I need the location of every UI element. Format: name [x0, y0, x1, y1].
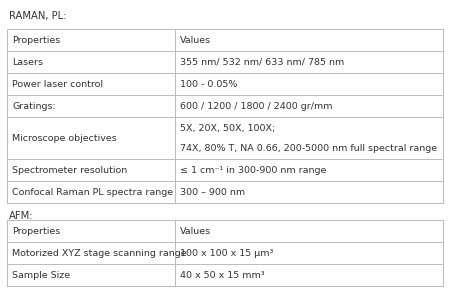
Text: 100 - 0.05%: 100 - 0.05%: [180, 80, 238, 89]
Text: 5X, 20X, 50X, 100X;: 5X, 20X, 50X, 100X;: [180, 124, 275, 133]
Text: 40 x 50 x 15 mm³: 40 x 50 x 15 mm³: [180, 271, 265, 280]
Text: 74X, 80% T, NA 0.66, 200-5000 nm full spectral range: 74X, 80% T, NA 0.66, 200-5000 nm full sp…: [180, 144, 437, 152]
Text: 355 nm/ 532 nm/ 633 nm/ 785 nm: 355 nm/ 532 nm/ 633 nm/ 785 nm: [180, 58, 344, 67]
Text: 300 – 900 nm: 300 – 900 nm: [180, 188, 245, 197]
Bar: [7, 29, 443, 203]
Text: Gratings:: Gratings:: [12, 102, 56, 111]
Text: Motorized XYZ stage scanning range: Motorized XYZ stage scanning range: [12, 249, 187, 258]
Text: Values: Values: [180, 35, 211, 45]
Text: Power laser control: Power laser control: [12, 80, 103, 89]
Text: Sample Size: Sample Size: [12, 271, 70, 280]
Text: AFM:: AFM:: [9, 211, 33, 221]
Text: Properties: Properties: [12, 227, 60, 236]
Text: 100 x 100 x 15 μm³: 100 x 100 x 15 μm³: [180, 249, 274, 258]
Text: RAMAN, PL:: RAMAN, PL:: [9, 11, 67, 21]
Text: Properties: Properties: [12, 35, 60, 45]
Text: Confocal Raman PL spectra range: Confocal Raman PL spectra range: [12, 188, 173, 197]
Text: Values: Values: [180, 227, 211, 236]
Text: ≤ 1 cm⁻¹ in 300-900 nm range: ≤ 1 cm⁻¹ in 300-900 nm range: [180, 166, 327, 175]
Bar: [7, 220, 443, 286]
Text: 600 / 1200 / 1800 / 2400 gr/mm: 600 / 1200 / 1800 / 2400 gr/mm: [180, 102, 333, 111]
Text: Spectrometer resolution: Spectrometer resolution: [12, 166, 127, 175]
Text: Microscope objectives: Microscope objectives: [12, 134, 117, 143]
Text: Lasers: Lasers: [12, 58, 43, 67]
